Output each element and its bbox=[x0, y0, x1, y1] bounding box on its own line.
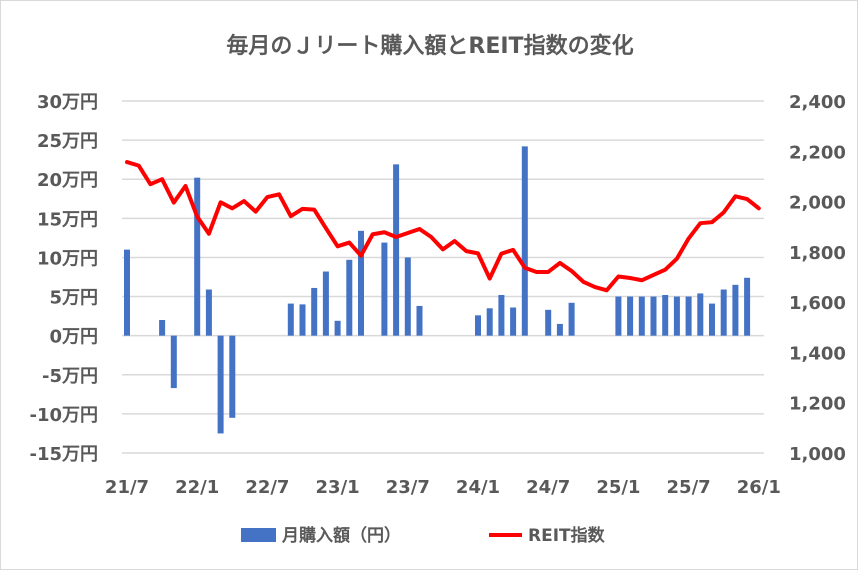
bar-monthly-purchase bbox=[322, 271, 329, 336]
bar-monthly-purchase bbox=[486, 308, 493, 336]
bar-monthly-purchase bbox=[732, 284, 739, 336]
x-axis-tick-label: 21/7 bbox=[105, 477, 149, 498]
left-axis-tick-label: 20万円 bbox=[37, 170, 98, 191]
bar-monthly-purchase bbox=[381, 242, 388, 336]
bar-monthly-purchase bbox=[475, 315, 481, 336]
x-axis-tick-label: 23/1 bbox=[316, 477, 360, 498]
legend: 月購入額（円） REIT指数 bbox=[241, 525, 606, 546]
left-axis-tick-label: 5万円 bbox=[49, 288, 98, 309]
right-axis-tick-label: 1,200 bbox=[789, 394, 846, 415]
bar-monthly-purchase bbox=[287, 303, 294, 336]
bar-monthly-purchase bbox=[709, 303, 715, 336]
reit-index-line bbox=[125, 160, 761, 293]
chart-title: 毎月のＪリート購入額とREIT指数の変化 bbox=[226, 33, 633, 59]
left-axis-tick-label: 25万円 bbox=[37, 131, 98, 152]
right-axis-tick-label: 1,000 bbox=[789, 444, 846, 465]
x-axis-tick-label: 25/1 bbox=[596, 477, 640, 498]
bar-monthly-purchase bbox=[217, 335, 224, 434]
left-axis-tick-label: -15万円 bbox=[29, 444, 98, 465]
x-axis-tick-label: 24/1 bbox=[456, 477, 500, 498]
bar-monthly-purchase bbox=[744, 277, 751, 336]
bar-monthly-purchase bbox=[393, 164, 400, 336]
bar-monthly-purchase bbox=[697, 293, 704, 336]
bar-monthly-purchase bbox=[673, 296, 680, 336]
legend-line-label: REIT指数 bbox=[528, 525, 606, 546]
legend-bar-label: 月購入額（円） bbox=[281, 525, 401, 546]
left-axis-tick-label: -10万円 bbox=[29, 405, 98, 426]
bar-monthly-purchase bbox=[521, 146, 528, 336]
legend-bar-swatch bbox=[241, 528, 276, 542]
x-axis-tick-label: 22/1 bbox=[175, 477, 219, 498]
bar-monthly-purchase bbox=[404, 257, 411, 336]
x-axis-tick-label: 26/1 bbox=[737, 477, 781, 498]
bar-monthly-purchase bbox=[510, 307, 517, 336]
right-axis-tick-label: 2,000 bbox=[789, 193, 846, 214]
bar-monthly-purchase bbox=[545, 309, 552, 336]
bar-monthly-purchase bbox=[346, 259, 353, 336]
bar-monthly-purchase bbox=[416, 305, 423, 336]
bar-monthly-purchase bbox=[159, 320, 166, 336]
x-axis-tick-label: 25/7 bbox=[667, 477, 711, 498]
bar-monthly-purchase bbox=[556, 323, 563, 336]
bar-monthly-purchase bbox=[124, 249, 130, 336]
left-axis-tick-label: 10万円 bbox=[37, 248, 98, 269]
left-axis-tick-label: 30万円 bbox=[37, 92, 98, 113]
bar-monthly-purchase bbox=[615, 296, 622, 336]
bar-monthly-purchase bbox=[627, 296, 634, 336]
bar-monthly-purchase bbox=[229, 335, 236, 418]
right-axis-tick-label: 2,400 bbox=[789, 92, 846, 113]
bar-monthly-purchase bbox=[498, 294, 505, 336]
x-axis-tick-label: 23/7 bbox=[386, 477, 430, 498]
bar-monthly-purchase bbox=[170, 335, 177, 389]
bar-monthly-purchase bbox=[568, 302, 575, 336]
x-axis-tick-label: 24/7 bbox=[526, 477, 570, 498]
bar-monthly-purchase bbox=[311, 287, 318, 336]
left-axis-tick-label: 15万円 bbox=[37, 209, 98, 230]
bar-monthly-purchase bbox=[650, 296, 657, 336]
bar-monthly-purchase bbox=[299, 304, 306, 336]
right-axis-tick-label: 1,600 bbox=[789, 293, 846, 314]
right-axis-tick-label: 1,400 bbox=[789, 343, 846, 364]
bar-monthly-purchase bbox=[662, 294, 669, 336]
bar-monthly-purchase bbox=[720, 289, 727, 336]
left-axis-tick-label: -5万円 bbox=[42, 366, 98, 387]
bar-monthly-purchase bbox=[194, 177, 201, 336]
right-axis-tick-label: 2,200 bbox=[789, 142, 846, 163]
bar-monthly-purchase bbox=[334, 320, 341, 336]
bar-monthly-purchase bbox=[358, 230, 364, 336]
bar-monthly-purchase bbox=[685, 296, 692, 336]
left-axis-tick-label: 0万円 bbox=[49, 327, 98, 348]
bar-monthly-purchase bbox=[638, 296, 645, 336]
x-axis-tick-label: 22/7 bbox=[245, 477, 289, 498]
bar-monthly-purchase bbox=[205, 289, 212, 336]
right-axis-tick-label: 1,800 bbox=[789, 243, 846, 264]
